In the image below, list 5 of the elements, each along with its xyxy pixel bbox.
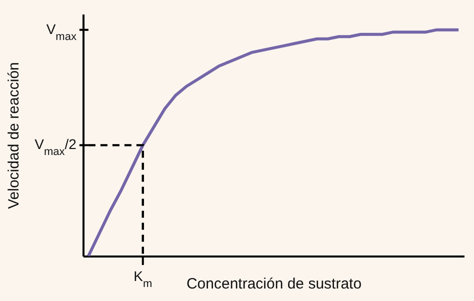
text: V$_{max}$	[46, 20, 77, 43]
x-axis-title: Concentración de sustrato	[186, 276, 362, 292]
y-axis-title: Velocidad de reacción	[6, 62, 22, 209]
text: K$_{m}$	[134, 268, 152, 290]
ref-line-label: V$_{max}$/2	[34, 136, 77, 158]
